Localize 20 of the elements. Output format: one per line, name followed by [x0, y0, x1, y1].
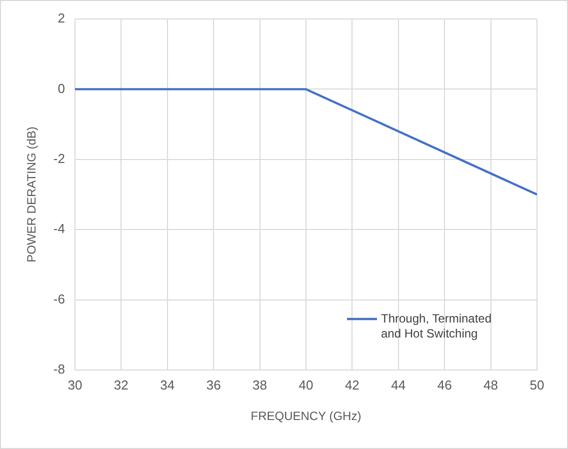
- y-tick-label: -6: [53, 291, 65, 306]
- x-tick-label: 42: [344, 377, 360, 392]
- x-tick-label: 30: [68, 377, 82, 392]
- x-tick-label: 36: [206, 377, 221, 392]
- x-tick-label: 46: [437, 377, 452, 392]
- y-tick-label: 2: [58, 10, 65, 26]
- y-tick-label: -8: [53, 362, 65, 377]
- y-axis-title: POWER DERATING (dB): [24, 126, 39, 262]
- x-axis-title: FREQUENCY (GHz): [250, 409, 362, 424]
- x-tick-label: 48: [484, 377, 498, 392]
- legend-label: Through, Terminated and Hot Switching: [381, 311, 492, 340]
- x-tick-label: 50: [530, 377, 544, 392]
- x-tick-label: 32: [114, 377, 128, 392]
- x-tick-label: 38: [252, 377, 268, 392]
- y-tick-label: 0: [58, 80, 65, 96]
- x-tick-label: 40: [298, 377, 314, 392]
- y-tick-label: -2: [53, 150, 65, 166]
- x-tick-label: 34: [160, 377, 175, 392]
- y-tick-label: -4: [53, 221, 65, 236]
- x-tick-label: 44: [391, 377, 406, 392]
